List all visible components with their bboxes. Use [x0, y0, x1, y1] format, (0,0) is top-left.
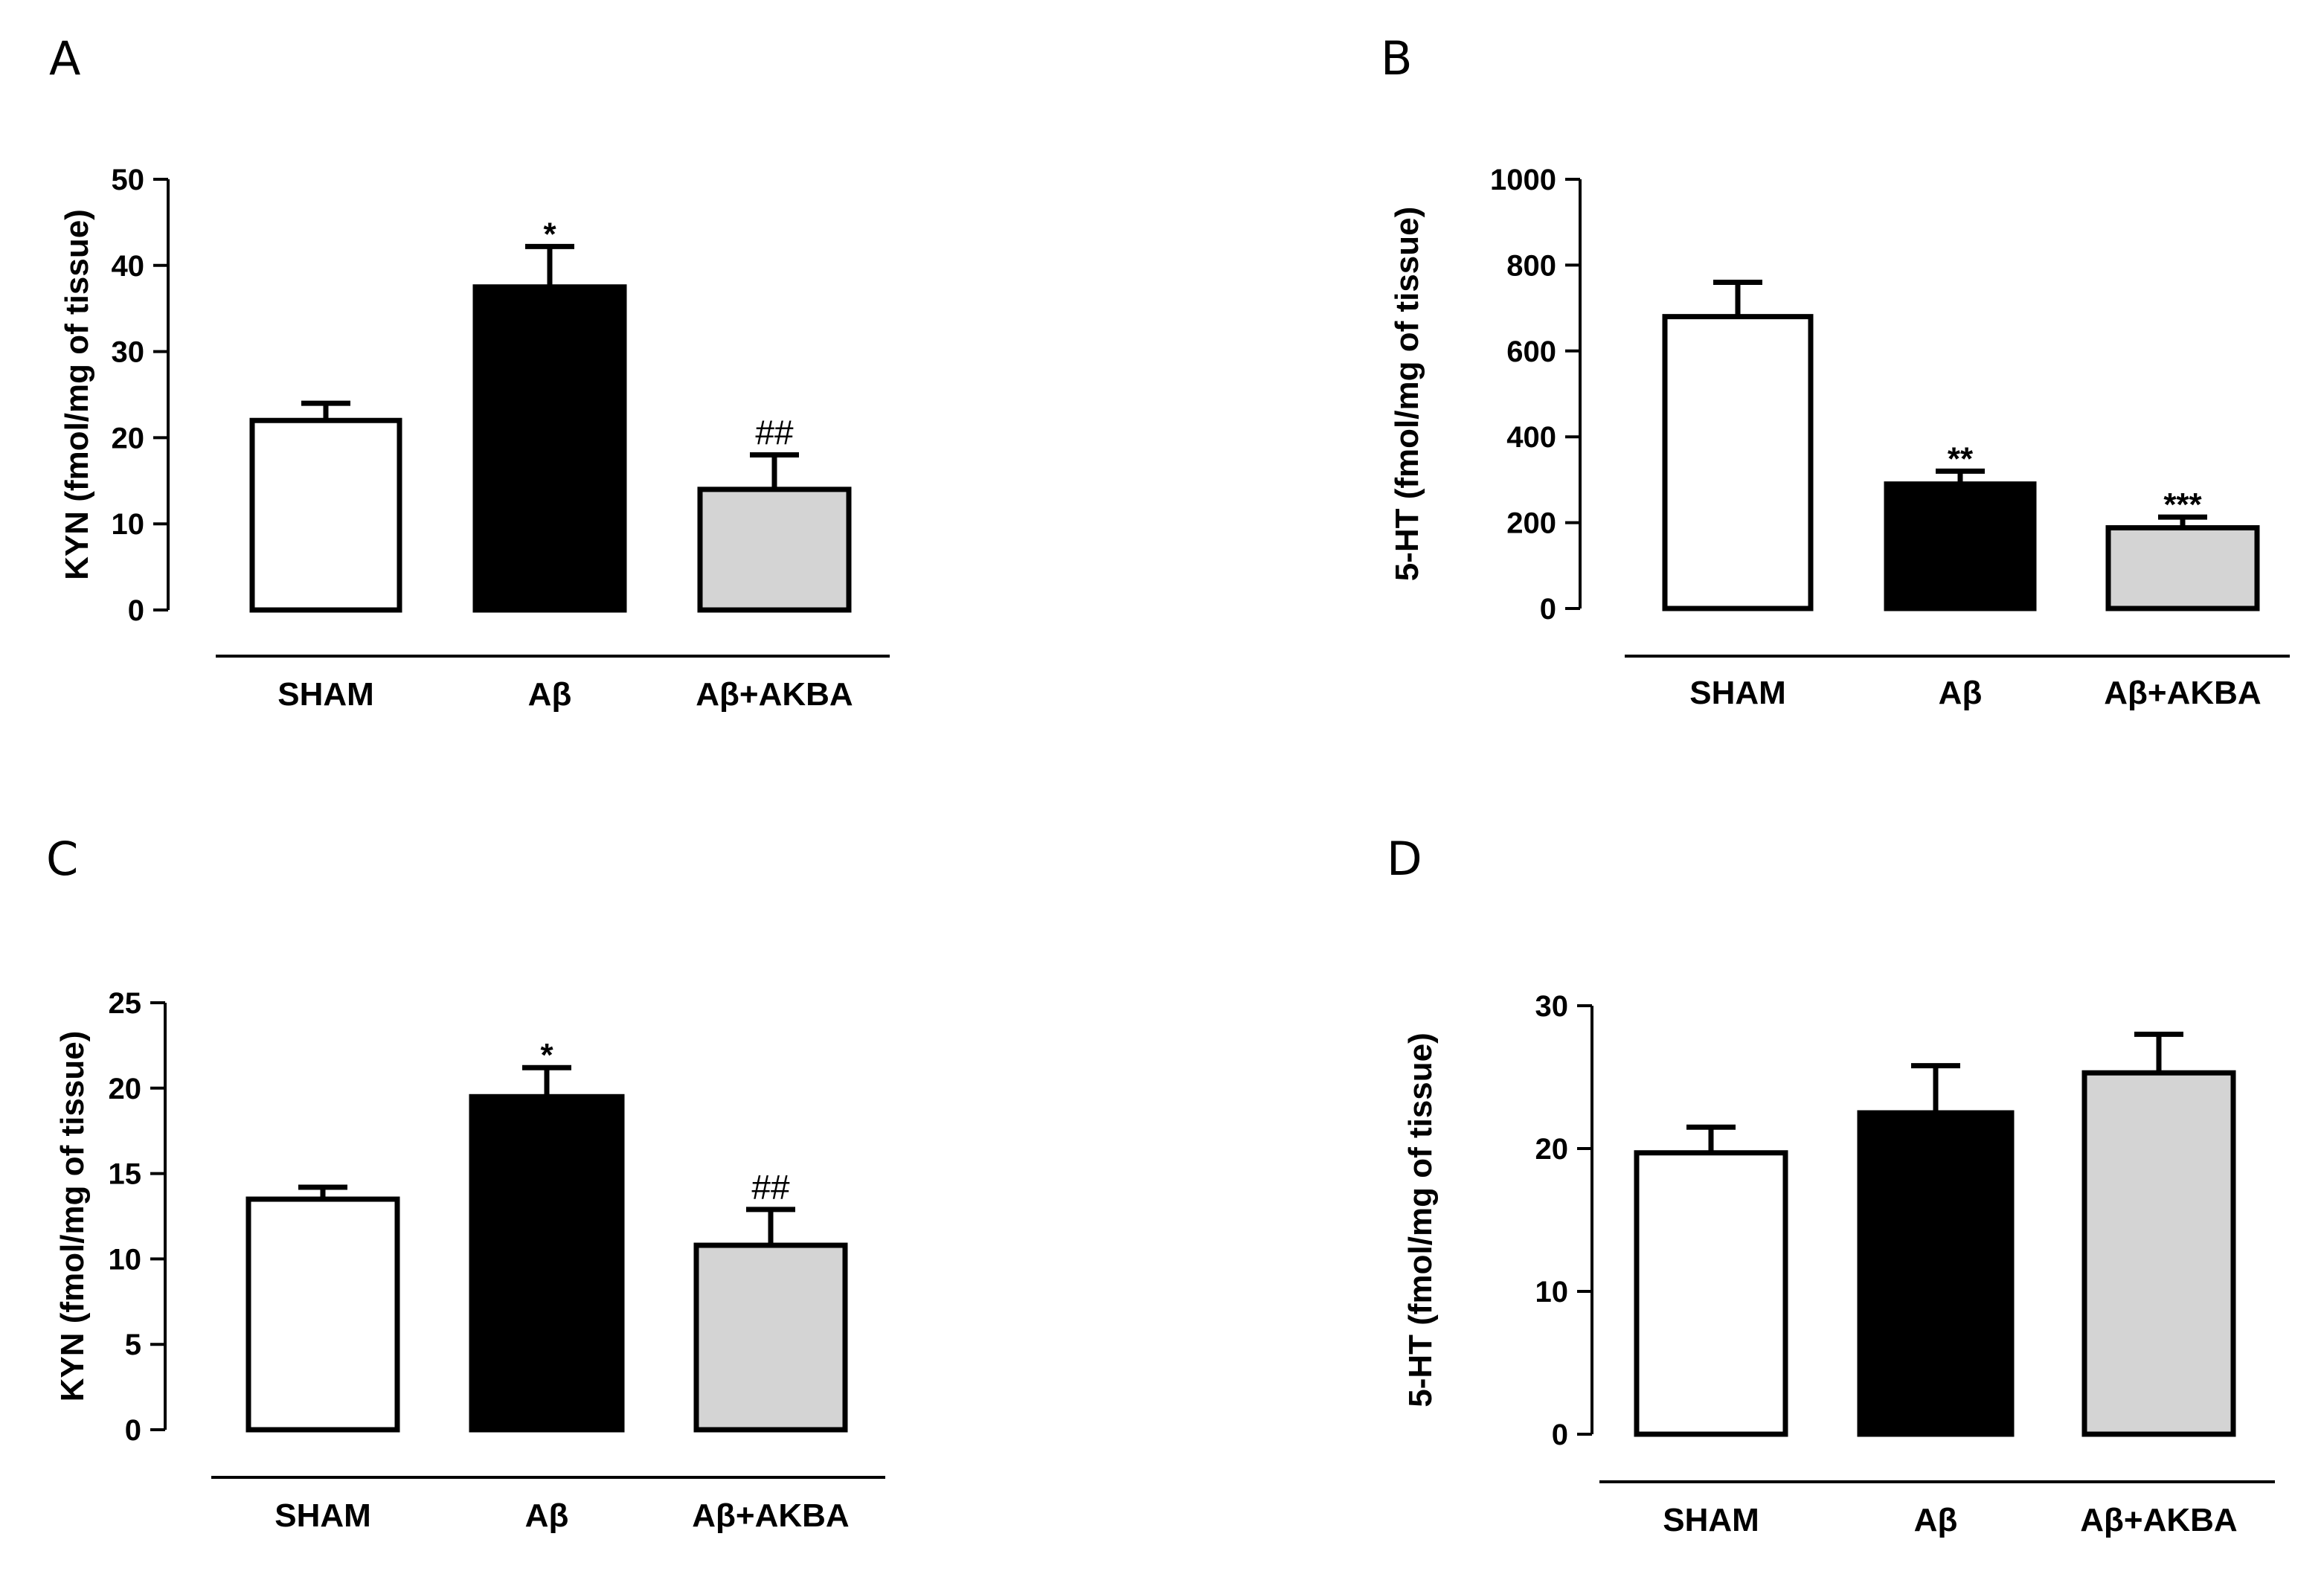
x-category-label: Aβ	[525, 1497, 569, 1534]
significance-annotation: ##	[751, 1168, 790, 1207]
bar-abeta-akba	[2081, 1070, 2236, 1437]
x-category-label: Aβ+AKBA	[2104, 675, 2261, 711]
y-tick-label: 0	[1552, 1419, 1568, 1451]
bar-abeta	[469, 1094, 625, 1433]
bar-abeta	[1857, 1110, 2015, 1437]
panel-letter: C	[46, 832, 78, 886]
x-category-label: Aβ	[1914, 1502, 1958, 1538]
y-tick-label: 10	[1535, 1276, 1569, 1308]
y-tick-label: 15	[109, 1158, 142, 1191]
y-tick-label: 30	[112, 336, 145, 369]
bar-sham	[249, 417, 402, 613]
panel-letter: B	[1381, 31, 1413, 86]
bar-sham	[245, 1196, 400, 1433]
y-axis-label: 5-HT (fmol/mg of tissue)	[1389, 207, 1425, 582]
y-tick-label: 600	[1506, 335, 1556, 368]
y-tick-label: 10	[109, 1243, 142, 1276]
bar-sham	[1662, 314, 1814, 611]
y-tick-label: 200	[1506, 507, 1556, 540]
y-axis-label: 5-HT (fmol/mg of tissue)	[1402, 1033, 1439, 1407]
panel-letter: D	[1387, 832, 1422, 886]
y-axis-label: KYN (fmol/mg of tissue)	[59, 209, 95, 580]
significance-annotation: *	[543, 216, 556, 252]
bar-abeta-akba	[693, 1242, 848, 1433]
y-tick-label: 5	[125, 1329, 141, 1361]
bar-abeta-akba	[697, 486, 852, 613]
y-tick-label: 25	[109, 987, 142, 1020]
y-tick-label: 1000	[1490, 164, 1556, 196]
y-tick-label: 0	[125, 1414, 141, 1447]
x-category-label: SHAM	[275, 1497, 371, 1534]
y-tick-label: 30	[1535, 990, 1569, 1023]
y-tick-label: 400	[1506, 421, 1556, 454]
bar-sham	[1634, 1150, 1788, 1437]
y-tick-label: 20	[1535, 1133, 1569, 1166]
y-tick-label: 0	[128, 594, 144, 627]
x-category-label: Aβ+AKBA	[692, 1497, 849, 1534]
significance-annotation: ***	[2163, 486, 2202, 523]
bar-abeta	[472, 284, 627, 613]
y-tick-label: 0	[1540, 593, 1556, 626]
y-tick-label: 10	[112, 508, 145, 541]
chart-panel-d: D 0 10 20 30 5-HT (fmol/mg of tissue) SHAM Aβ Aβ…	[1387, 832, 2275, 1538]
y-tick-label: 40	[112, 250, 145, 283]
x-category-label: SHAM	[1689, 675, 1786, 711]
panel-letter: A	[49, 31, 80, 86]
significance-annotation: *	[540, 1037, 553, 1073]
chart-panel-c: C 0 5 10 15 20 25 KYN (fmol/mg of tissue) SHAM * A…	[46, 832, 885, 1534]
x-category-label: SHAM	[1663, 1502, 1759, 1538]
bar-abeta-akba	[2105, 525, 2260, 611]
x-category-label: Aβ	[528, 676, 572, 713]
x-category-label: Aβ+AKBA	[2080, 1502, 2237, 1538]
y-tick-label: 20	[112, 422, 145, 455]
chart-panel-b: B 0 200 400 600 800 1000 5-HT (fmol/mg of tissu…	[1381, 31, 2290, 711]
significance-annotation: **	[1948, 440, 1974, 477]
y-tick-label: 800	[1506, 249, 1556, 282]
bar-abeta	[1884, 481, 2037, 611]
y-axis-label: KYN (fmol/mg of tissue)	[54, 1031, 91, 1402]
significance-annotation: ##	[755, 414, 794, 452]
y-tick-label: 20	[109, 1073, 142, 1105]
x-category-label: Aβ+AKBA	[696, 676, 853, 713]
y-tick-label: 50	[112, 164, 145, 196]
x-category-label: SHAM	[277, 676, 374, 713]
x-category-label: Aβ	[1939, 675, 1983, 711]
chart-panel-a: A 0 10 20 30 40 50 KYN (fmol/mg of tissue) SHAM *…	[49, 31, 890, 713]
